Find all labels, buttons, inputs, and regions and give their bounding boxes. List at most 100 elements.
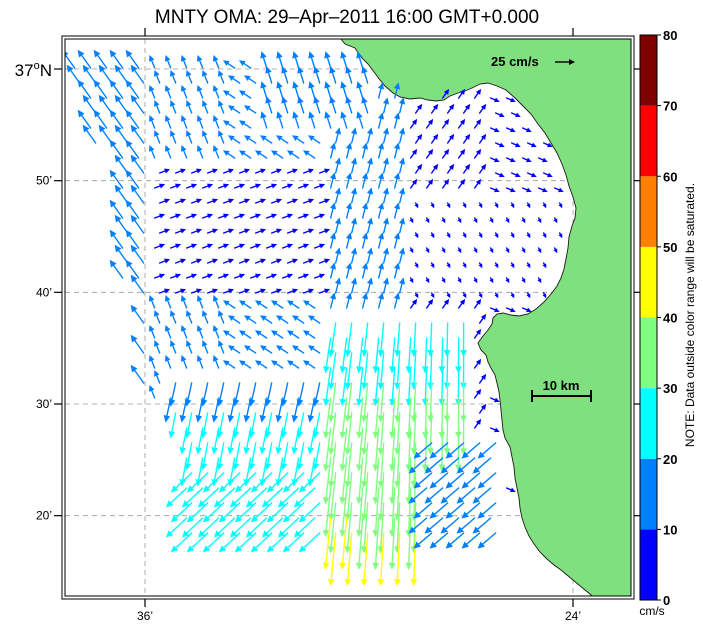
current-vector-head — [372, 398, 380, 407]
current-vector-shaft — [363, 382, 369, 417]
current-vector-head — [462, 203, 467, 209]
current-vector-shaft — [366, 253, 371, 264]
current-vector-head — [411, 118, 418, 125]
current-vector-shaft — [413, 472, 417, 515]
current-vector-head — [179, 478, 187, 487]
current-vector-head — [542, 263, 547, 269]
current-vector-head — [322, 562, 330, 570]
current-vector-head — [291, 447, 299, 455]
current-vector-head — [526, 127, 532, 133]
current-vector-shaft — [264, 347, 273, 354]
current-vector-head — [181, 500, 190, 508]
current-vector-shaft — [296, 317, 305, 324]
current-vector-shaft — [542, 172, 549, 176]
current-vector-shaft — [358, 367, 364, 400]
current-vector-head — [313, 66, 320, 74]
current-vector-shaft — [227, 152, 236, 159]
current-vector-head — [356, 366, 363, 374]
current-vector-shaft — [393, 88, 398, 99]
current-vector-shaft — [262, 457, 268, 481]
current-vector-head — [243, 447, 251, 455]
current-vector-shaft — [461, 517, 476, 530]
current-vector-head — [372, 366, 380, 374]
current-vector-head — [355, 529, 363, 538]
colorbar-tick-label: 20 — [663, 452, 677, 467]
current-vector-head — [475, 178, 482, 185]
current-vector-shaft — [409, 247, 413, 251]
current-vector-head — [227, 75, 235, 82]
current-vector-shaft — [466, 472, 481, 485]
current-vector-head — [244, 288, 251, 294]
current-vector-head — [427, 349, 434, 358]
current-vector-shaft — [366, 283, 371, 294]
current-vector-head — [130, 94, 138, 103]
current-vector-shaft — [489, 427, 496, 431]
current-vector-shaft — [222, 170, 230, 174]
current-vector-shaft — [505, 307, 512, 311]
current-vector-shaft — [243, 302, 252, 309]
current-vector-shaft — [174, 230, 182, 234]
current-vector-head — [350, 157, 358, 165]
current-vector-head — [149, 325, 155, 332]
current-vector-head — [275, 447, 283, 455]
current-vector-head — [114, 124, 122, 133]
current-vector-head — [292, 198, 299, 204]
current-vector-head — [361, 66, 368, 74]
current-vector-head — [149, 355, 155, 362]
current-vector-shaft — [167, 149, 172, 159]
current-vector-head — [414, 233, 419, 239]
current-vector-head — [114, 244, 122, 253]
current-vector-head — [480, 403, 487, 410]
current-vector-shaft — [391, 337, 396, 368]
current-vector-shaft — [185, 275, 193, 279]
current-vector-shaft — [201, 185, 209, 189]
current-vector-head — [394, 579, 401, 587]
current-vector-head — [319, 273, 326, 279]
current-vector-shaft — [296, 137, 305, 144]
current-vector-shaft — [280, 317, 289, 324]
current-vector-shaft — [313, 245, 321, 249]
current-vector-head — [207, 213, 214, 219]
current-vector-head — [165, 145, 171, 152]
current-vector-shaft — [526, 232, 530, 236]
current-vector-shaft — [254, 230, 262, 234]
current-vector-head — [265, 96, 272, 104]
current-vector-head — [322, 398, 330, 407]
current-vector-head — [350, 127, 358, 135]
current-vector-head — [350, 187, 358, 195]
current-vector-shaft — [169, 185, 177, 189]
current-vector-head — [510, 487, 516, 493]
current-vector-head — [212, 288, 219, 294]
current-vector-shaft — [413, 502, 417, 548]
current-vector-shaft — [457, 247, 461, 251]
current-vector-head — [328, 349, 335, 358]
current-vector-head — [307, 135, 315, 142]
current-vector-head — [408, 496, 416, 504]
current-vector-head — [405, 562, 413, 570]
current-vector-shaft — [278, 116, 284, 129]
current-vector-head — [298, 545, 307, 553]
current-vector-shaft — [342, 397, 348, 433]
current-vector-head — [388, 562, 396, 570]
current-vector-shaft — [505, 97, 512, 101]
current-vector-shaft — [445, 457, 460, 470]
current-vector-shaft — [222, 260, 230, 264]
current-vector-shaft — [425, 217, 429, 221]
current-vector-head — [202, 485, 211, 493]
current-vector-shaft — [294, 427, 300, 449]
current-vector-shaft — [462, 202, 466, 206]
current-vector-shaft — [271, 472, 289, 489]
current-vector-head — [377, 349, 385, 358]
current-vector-shaft — [494, 112, 501, 116]
current-vector-shaft — [350, 163, 355, 174]
current-vector-shaft — [270, 170, 278, 174]
current-vector-shaft — [330, 532, 337, 580]
vector-scale-legend: 25 cm/s — [491, 54, 575, 69]
current-vector-head — [186, 485, 195, 493]
current-vector-shaft — [191, 532, 209, 549]
current-vector-head — [494, 187, 500, 193]
current-vector-head — [553, 218, 558, 224]
current-vector-shaft — [313, 185, 321, 189]
current-vector-shaft — [188, 74, 193, 84]
current-vector-head — [526, 307, 532, 313]
